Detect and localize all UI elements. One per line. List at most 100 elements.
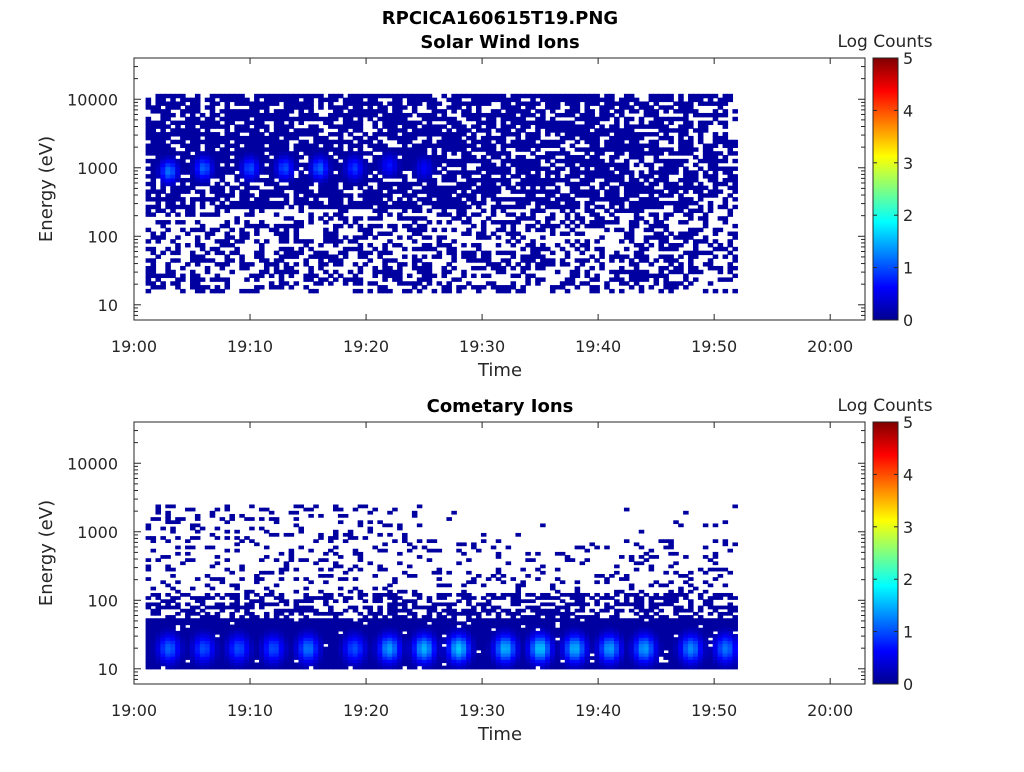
spectrogram-cell [673, 189, 679, 193]
spectrogram-cell [688, 216, 694, 220]
spectrogram-cell [649, 163, 655, 167]
spectrogram-cell [318, 167, 324, 171]
spectrogram-cell [437, 189, 443, 193]
spectrogram-cell [407, 235, 413, 239]
spectrogram-cell [274, 205, 280, 209]
spectrogram-cell [476, 140, 482, 144]
spectrogram-cell [619, 105, 625, 109]
spectrogram-cell [654, 159, 660, 163]
spectrogram-cell [279, 140, 285, 144]
spectrogram-cell [274, 266, 280, 270]
spectrogram-cell [486, 140, 492, 144]
spectrogram-cell [432, 186, 438, 190]
spectrogram-cell [550, 155, 556, 159]
spectrogram-cell [604, 167, 610, 171]
spectrogram-cell [210, 121, 216, 125]
spectrogram-cell [663, 124, 669, 128]
spectrogram-cell [555, 270, 561, 274]
spectrogram-cell [491, 163, 497, 167]
spectrogram-cell [511, 98, 517, 102]
spectrogram-cell [308, 163, 314, 167]
spectrogram-cell [525, 159, 531, 163]
spectrogram-cell [249, 201, 255, 205]
spectrogram-cell [274, 602, 280, 606]
spectrogram-cell [589, 101, 595, 105]
spectrogram-cell [476, 167, 482, 171]
spectrogram-cell [180, 205, 186, 209]
spectrogram-cell [481, 251, 487, 255]
spectrogram-cell [678, 128, 684, 132]
spectrogram-cell [338, 224, 344, 228]
spectrogram-cell [210, 258, 216, 262]
spectrogram-cell [723, 101, 729, 105]
spectrogram-cell [298, 209, 304, 213]
spectrogram-cell [491, 94, 497, 98]
spectrogram-cell [634, 124, 640, 128]
spectrogram-cell [387, 224, 393, 228]
spectrogram-cell [668, 285, 674, 289]
spectrogram-cell [589, 117, 595, 121]
spectrogram-cell [570, 281, 576, 285]
spectrogram-cell [580, 262, 586, 266]
spectrogram-cell [432, 105, 438, 109]
spectrogram-cell [427, 178, 433, 182]
spectrogram-cell [570, 94, 576, 98]
spectrogram-cell [313, 609, 319, 613]
spectrogram-cell [540, 121, 546, 125]
spectrogram-cell [723, 289, 729, 293]
spectrogram-cell [372, 197, 378, 201]
spectrogram-cell [506, 151, 512, 155]
spectrogram-cell [180, 593, 186, 597]
spectrogram-cell [368, 105, 374, 109]
spectrogram-cell [476, 128, 482, 132]
spectrogram-cell [195, 94, 201, 98]
spectrogram-cell [619, 270, 625, 274]
spectrogram-cell [259, 117, 265, 121]
spectrogram-cell [338, 136, 344, 140]
spectrogram-cell [338, 144, 344, 148]
spectrogram-cell [525, 281, 531, 285]
spectrogram-cell [363, 193, 369, 197]
spectrogram-cell [210, 159, 216, 163]
spectrogram-cell [358, 266, 364, 270]
spectrogram-cell [294, 189, 300, 193]
spectrogram-cell [481, 266, 487, 270]
spectrogram-cell [264, 270, 270, 274]
spectrogram-cell [190, 147, 196, 151]
spectrogram-cell [259, 508, 265, 512]
spectrogram-cell [673, 205, 679, 209]
spectrogram-cell [151, 159, 157, 163]
spectrogram-cell [511, 113, 517, 117]
spectrogram-cell [387, 197, 393, 201]
spectrogram-cell [254, 228, 260, 232]
spectrogram-cell [708, 159, 714, 163]
spectrogram-cell [649, 262, 655, 266]
spectrogram-cell [461, 101, 467, 105]
spectrogram-cell [185, 205, 191, 209]
spectrogram-cell [146, 105, 152, 109]
spectrogram-cell [239, 266, 245, 270]
spectrogram-cell [584, 239, 590, 243]
spectrogram-cell [289, 224, 295, 228]
spectrogram-cell [269, 193, 275, 197]
spectrogram-cell [501, 224, 507, 228]
spectrogram-cell [466, 170, 472, 174]
spectrogram-cell [348, 530, 354, 534]
spectrogram-cell [511, 274, 517, 278]
spectrogram-cell [343, 533, 349, 537]
spectrogram-cell [501, 124, 507, 128]
spectrogram-cell [180, 561, 186, 565]
spectrogram-cell [259, 577, 265, 581]
spectrogram-cell [372, 113, 378, 117]
spectrogram-cell [461, 159, 467, 163]
spectrogram-cell [570, 132, 576, 136]
spectrogram-cell [580, 147, 586, 151]
spectrogram-cell [728, 266, 734, 270]
spectrogram-cell [264, 94, 270, 98]
spectrogram-cell [491, 151, 497, 155]
spectrogram-cell [456, 193, 462, 197]
spectrogram-cell [165, 220, 171, 224]
spectrogram-cell [461, 124, 467, 128]
spectrogram-cell [619, 258, 625, 262]
spectrogram-cell [540, 113, 546, 117]
